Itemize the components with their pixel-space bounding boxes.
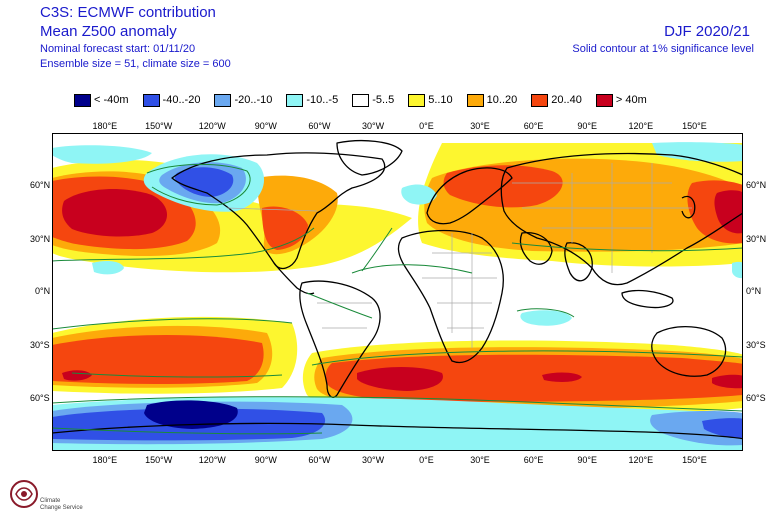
asia — [500, 152, 743, 286]
bottom-longitude-label: 60°W — [308, 455, 331, 465]
top-longitude-label: 150°E — [682, 121, 707, 131]
legend-swatch — [595, 93, 613, 107]
logo-text-line2: Change Service — [40, 505, 83, 511]
top-longitude-label: 120°E — [628, 121, 654, 131]
left-latitude-label: 30°S — [30, 340, 50, 350]
color-legend: < -40m -40..-20 -20..-10 -10..-5 -5..5 5..10 1… — [74, 92, 647, 108]
south-america — [299, 280, 381, 399]
right-latitude-label: 60°S — [746, 393, 766, 403]
legend-item: 10..20 — [466, 93, 518, 107]
legend-swatch — [408, 93, 426, 107]
legend-swatch — [352, 93, 370, 107]
bottom-longitude-label: 0°E — [419, 455, 434, 465]
top-longitude-label: 60°E — [523, 121, 544, 131]
anomaly-map — [52, 133, 743, 451]
left-latitude-label: 60°S — [30, 393, 50, 403]
bottom-longitude-label: 180°E — [92, 455, 118, 465]
north-america — [171, 152, 386, 270]
top-longitude-label: 90°E — [577, 121, 598, 131]
legend-item: -5..5 — [352, 93, 395, 107]
africa — [397, 229, 504, 364]
legend-label: -20..-10 — [234, 94, 273, 106]
top-longitude-label: 150°W — [145, 121, 173, 131]
continent-outlines — [52, 139, 743, 440]
legend-label: -10..-5 — [306, 94, 339, 106]
chart-title: C3S: ECMWF contribution — [40, 4, 216, 21]
top-longitude-label: 60°W — [308, 121, 331, 131]
country-borders — [226, 163, 692, 348]
bottom-longitude-label: 90°E — [577, 455, 598, 465]
ensemble-size-note: Ensemble size = 51, climate size = 600 — [40, 58, 231, 70]
legend-item: -40..-20 — [142, 93, 201, 107]
sh-anomaly-fields — [52, 316, 743, 417]
right-latitude-label: 60°N — [746, 180, 767, 190]
greenland — [336, 139, 403, 176]
bottom-longitude-label: 120°E — [628, 455, 654, 465]
legend-swatch — [214, 93, 232, 107]
copernicus-logo — [10, 480, 38, 508]
top-longitude-label: 120°W — [198, 121, 226, 131]
bottom-longitude-label: 150°E — [682, 455, 707, 465]
legend-item: 20..40 — [531, 93, 582, 107]
bottom-longitude-label: 120°W — [198, 455, 226, 465]
legend-label: 5..10 — [428, 94, 453, 106]
indonesia — [621, 289, 674, 309]
legend-item: 5..10 — [408, 93, 453, 107]
antarctica-coast — [52, 422, 743, 440]
bottom-longitude-label: 30°W — [362, 455, 385, 465]
legend-label: < -40m — [94, 94, 129, 106]
right-latitude-label: 30°S — [746, 340, 766, 350]
legend-swatch — [531, 93, 549, 107]
legend-swatch — [286, 93, 304, 107]
left-latitude-label: 0°N — [35, 286, 51, 296]
legend-swatch — [466, 93, 484, 107]
legend-item: < -40m — [74, 93, 129, 107]
legend-item: > 40m — [595, 93, 647, 107]
right-latitude-label: 0°N — [746, 286, 762, 296]
bottom-longitude-label: 90°W — [254, 455, 277, 465]
top-longitude-label: 30°W — [362, 121, 385, 131]
japan — [681, 195, 696, 219]
europe — [426, 167, 513, 225]
top-longitude-label: 180°E — [92, 121, 118, 131]
legend-label: 20..40 — [551, 94, 582, 106]
legend-label: -5..5 — [372, 94, 395, 106]
legend-label: > 40m — [615, 94, 647, 106]
legend-item: -20..-10 — [214, 93, 273, 107]
significance-contours — [52, 163, 743, 435]
map-frame — [52, 133, 743, 451]
left-latitude-label: 30°N — [30, 234, 51, 244]
bottom-longitude-label: 150°W — [145, 455, 173, 465]
legend-item: -10..-5 — [286, 93, 339, 107]
map-canvas — [52, 133, 743, 451]
left-latitude-label: 60°N — [30, 180, 51, 190]
chart-subtitle: Mean Z500 anomaly — [40, 23, 177, 40]
logo-text-line1: Climate — [40, 498, 61, 504]
bottom-longitude-label: 60°E — [523, 455, 544, 465]
top-longitude-label: 0°E — [419, 121, 434, 131]
significance-note: Solid contour at 1% significance level — [572, 43, 754, 55]
legend-label: -40..-20 — [162, 94, 201, 106]
right-latitude-label: 30°N — [746, 234, 767, 244]
season-label: DJF 2020/21 — [664, 23, 750, 40]
forecast-start-note: Nominal forecast start: 01/11/20 — [40, 43, 196, 55]
top-longitude-label: 90°W — [254, 121, 277, 131]
arabia-india — [519, 232, 593, 282]
bottom-longitude-label: 30°E — [470, 455, 490, 465]
legend-swatch — [74, 93, 91, 107]
legend-label: 10..20 — [486, 94, 518, 106]
legend-swatch — [142, 93, 160, 107]
top-longitude-label: 30°E — [470, 121, 490, 131]
